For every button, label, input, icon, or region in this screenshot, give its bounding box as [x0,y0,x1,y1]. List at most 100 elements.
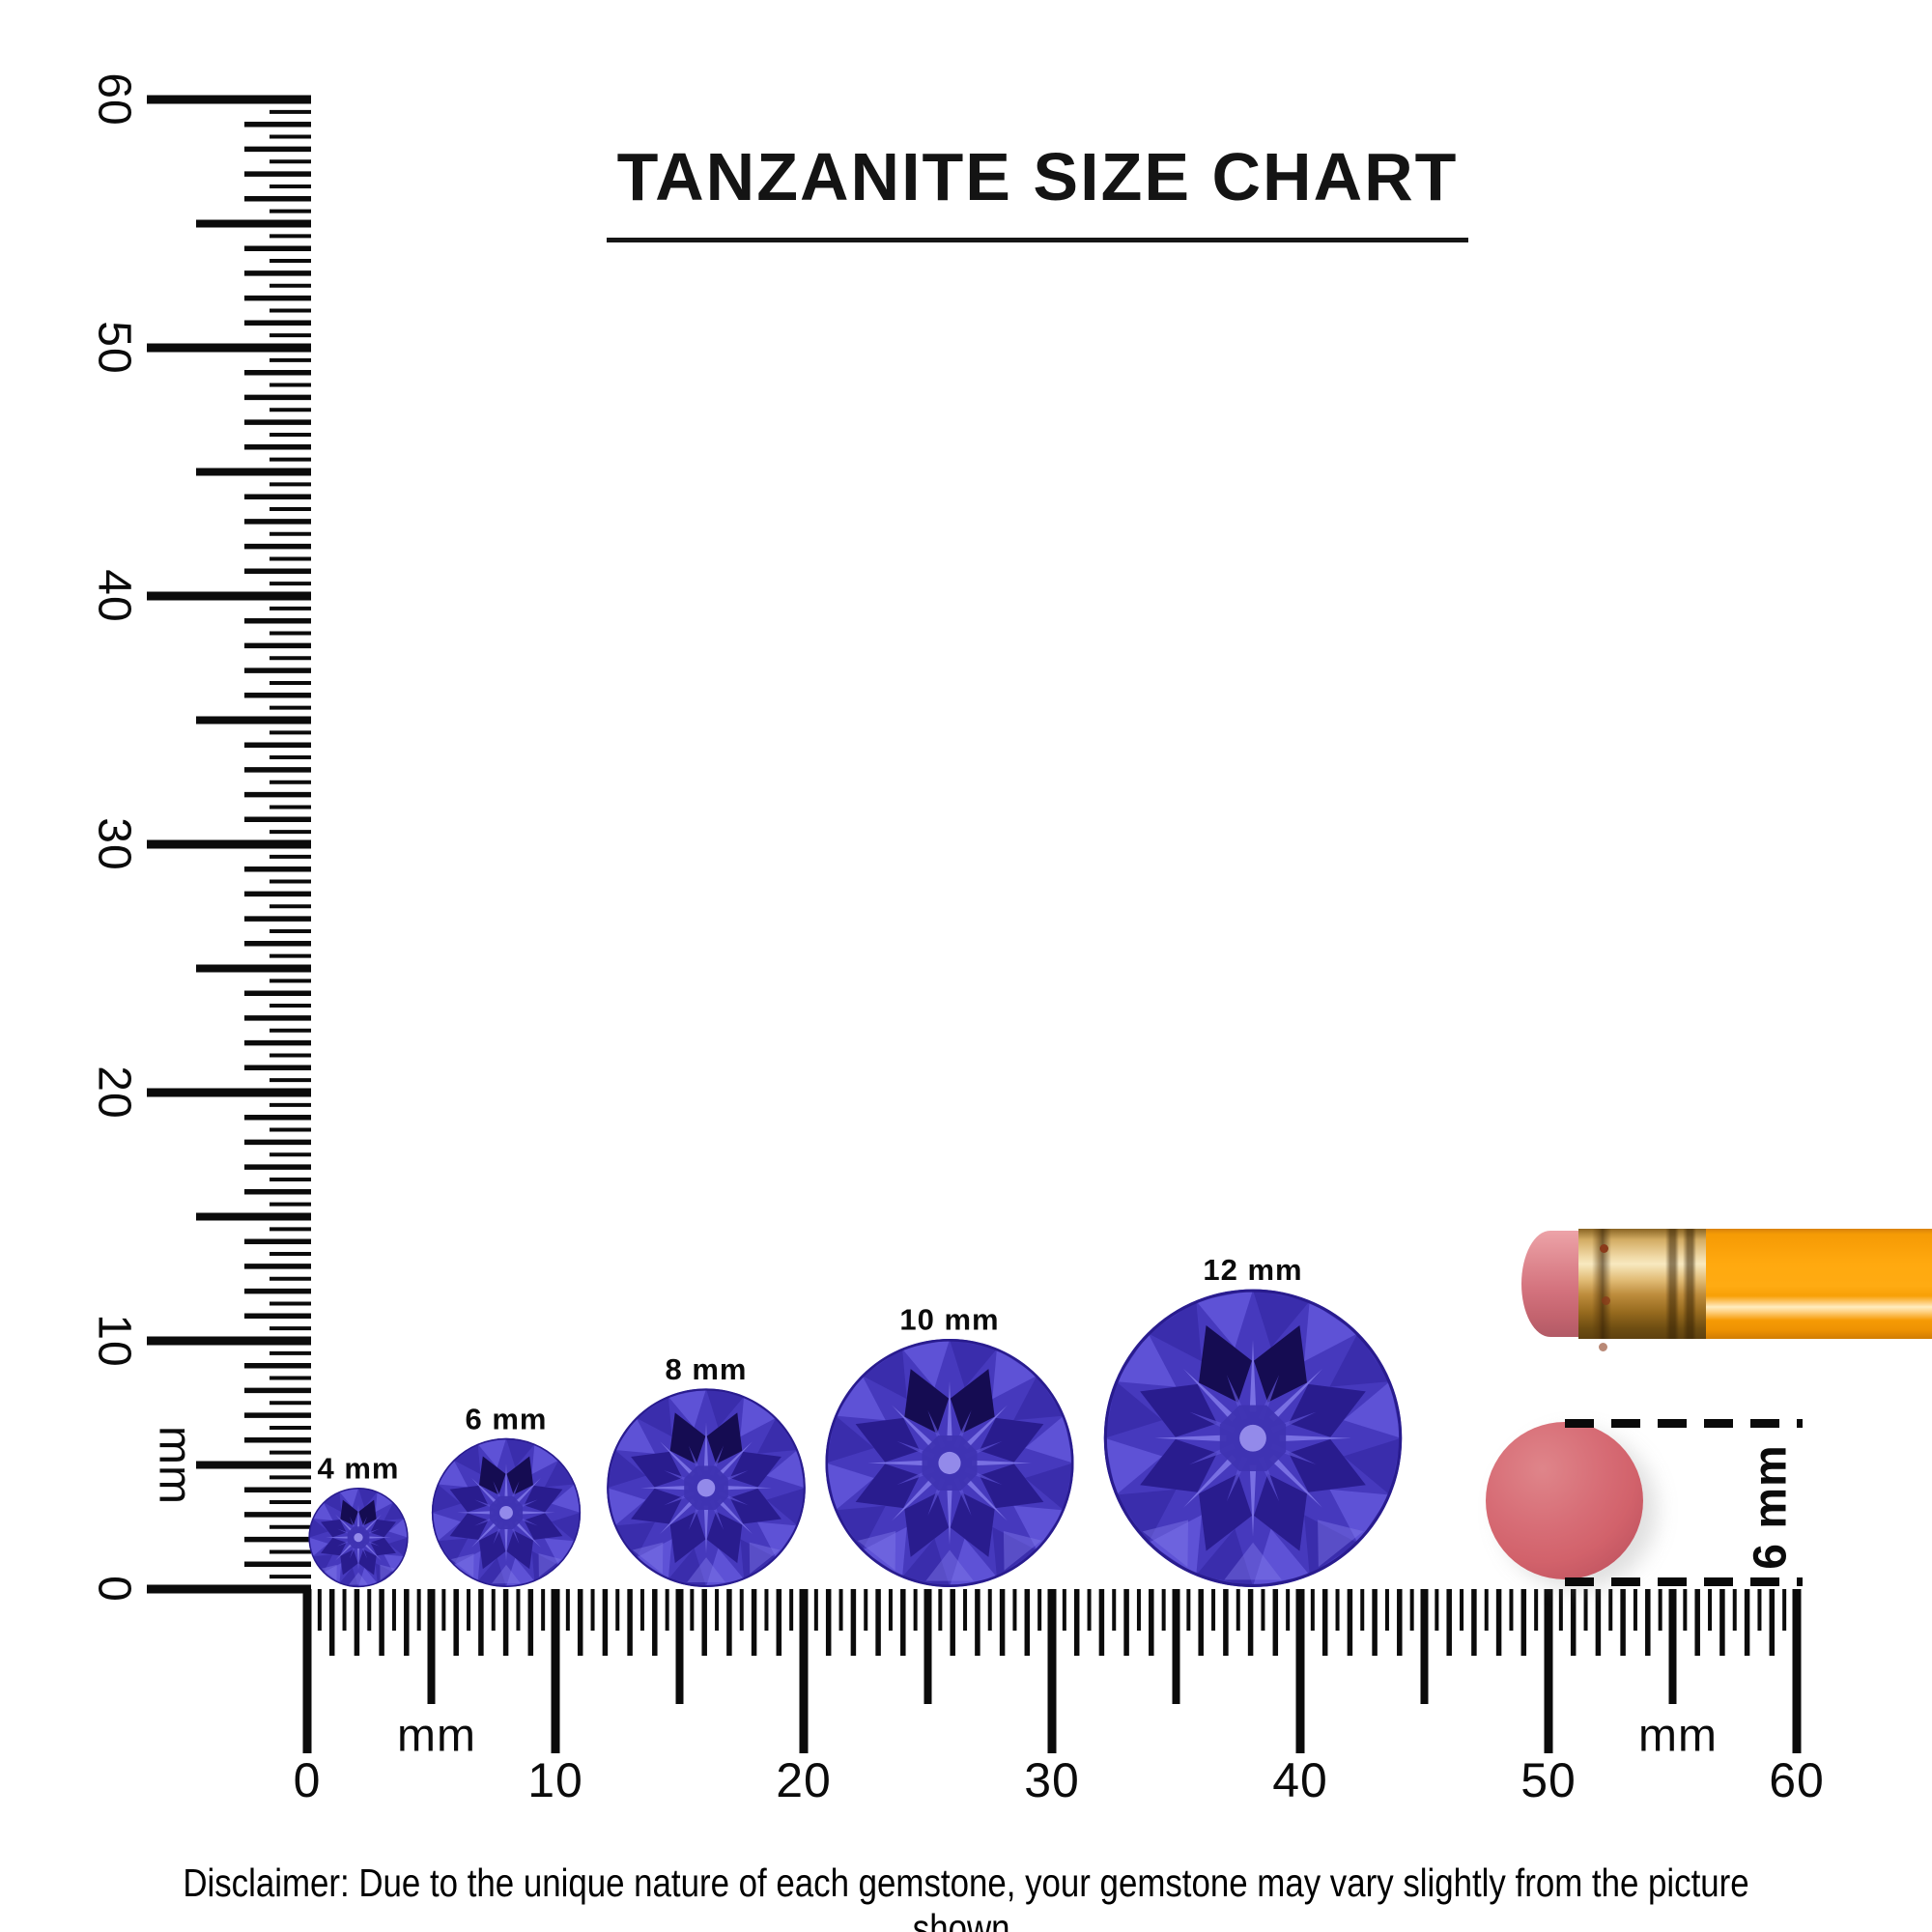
gem-facet [857,1531,896,1571]
gem-facet [963,1476,1008,1521]
gem-facet [531,1444,559,1475]
gem-facet [506,1530,533,1570]
gem-facet [724,1485,772,1491]
gem-facet [531,1550,559,1581]
gem-facet [335,1543,354,1561]
page-title: TANZANITE SIZE CHART [607,143,1468,242]
gem-facet [669,1412,706,1464]
gem-facet [729,1451,781,1488]
gem-facet [544,1538,575,1566]
gem-facet [519,1511,555,1515]
gem-facet [506,1438,535,1468]
gem-facet [453,1550,481,1581]
gem-4mm [308,1487,409,1588]
gem-facet [477,1438,506,1468]
gem-facet [438,1460,469,1488]
gem-facet [636,1396,672,1437]
gem-facet [375,1563,394,1583]
gem-facet [1148,1301,1202,1362]
gem-facet [963,1405,1008,1450]
gem-girdle [431,1437,582,1588]
gem-facet [323,1492,342,1513]
gem-facet [1318,1520,1364,1568]
gem-facet [312,1554,333,1573]
gem-facet [1148,1515,1202,1576]
gem-10mm [825,1339,1074,1588]
eraser-size-label: 6 mm [1745,1444,1797,1570]
gem-facet [1269,1454,1322,1508]
gem-facet [992,1526,1037,1577]
gem-facet [321,1564,337,1581]
gem-facet [1343,1381,1402,1438]
gem-facet [326,1536,350,1539]
gem-facet [1289,1383,1366,1437]
gem-facet [1196,1290,1253,1349]
gem-facet [902,1538,950,1587]
gem-12mm [1103,1289,1403,1588]
v-ruler-number-50: 50 [89,321,140,374]
gem-facet [971,1460,1032,1466]
gem-facet [308,1519,328,1538]
gem-facet [855,1417,921,1463]
gem-facet [855,1463,921,1509]
gem-facet [356,1546,360,1571]
gem-facet [607,1488,646,1526]
gem-facet [384,1554,405,1573]
gem-facet [384,1502,405,1520]
v-ruler-unit-label: mm [150,1426,201,1505]
gem-facet [979,1463,1044,1509]
gem-facet [340,1548,358,1576]
gem-facet [492,1564,521,1584]
ferrule-crimp-ring [1662,1229,1696,1339]
horizontal-ruler: 0 10 20 30 40 50 60 mm mm [294,1589,1825,1807]
gem-facet [862,1526,907,1577]
gem-facet [950,1492,995,1557]
gem-facet [551,1484,581,1513]
gem-facet [947,1485,952,1546]
gem-facet [358,1499,377,1526]
gem-facet [717,1498,753,1535]
ferrule-crimp-ring [1592,1229,1611,1339]
gem-facet [660,1441,696,1477]
gem-facet [308,1537,328,1557]
gem-facet [514,1477,541,1505]
gem-center-facet [1239,1424,1266,1452]
gem-facet [1304,1515,1358,1576]
gem-size-label-4mm: 4 mm [318,1452,400,1486]
gem-center-facet [938,1451,961,1475]
gem-facet [335,1514,354,1532]
gem-facet [1253,1528,1310,1587]
gem-facet [668,1548,706,1587]
gem-facet [614,1417,656,1454]
h-ruler-number-30: 30 [1024,1753,1080,1807]
h-ruler-number-40: 40 [1272,1753,1328,1807]
gem-facet [756,1521,798,1558]
gem-facet [1154,1435,1227,1442]
gem-size-label-10mm: 10 mm [899,1303,999,1337]
gem-facet [538,1553,562,1577]
gem-facet [1254,1473,1307,1551]
gem-facet [358,1567,378,1587]
gem-facet [1183,1454,1236,1508]
gem-facet [632,1542,664,1575]
gem-facet [1013,1505,1065,1550]
gem-facet [1003,1530,1042,1571]
v-ruler-number-60: 60 [89,72,140,126]
gem-facet [706,1511,743,1564]
gem-facet [607,1450,646,1489]
gem-facet [453,1444,481,1475]
gem-facet [339,1567,358,1587]
disclaimer-text: Disclaimer: Due to the unique nature of … [183,1861,1749,1932]
v-ruler-number-20: 20 [89,1065,140,1119]
gem-facet [992,1349,1037,1400]
v-ruler-number-40: 40 [89,569,140,622]
eraser-disc [1486,1422,1643,1579]
gem-facet [1224,1542,1282,1580]
gem-facet [904,1492,950,1557]
h-ruler-number-60: 60 [1769,1753,1825,1807]
gem-size-label-8mm: 8 mm [666,1352,748,1386]
gem-facet [717,1441,753,1477]
gem-facet [524,1485,563,1513]
gem-facet [524,1513,563,1540]
